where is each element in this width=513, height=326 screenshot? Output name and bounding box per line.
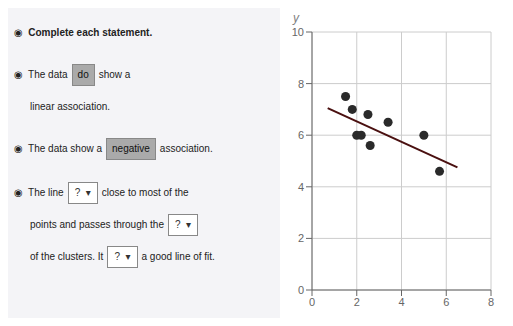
svg-text:2: 2 [354,296,360,308]
svg-text:4: 4 [298,181,304,193]
svg-text:4: 4 [398,296,404,308]
svg-text:6: 6 [443,296,449,308]
svg-text:0: 0 [309,296,315,308]
svg-text:0: 0 [298,284,304,296]
html-text:◉ The data: ◉ The data [14,69,68,80]
html-text:of the clusters. It: of the clusters. It [30,251,104,262]
svg-text:6: 6 [298,129,304,141]
html-text:show a: show a [98,69,131,80]
html-text:◉ The line: ◉ The line [14,187,64,198]
html-text:a good line of fit.: a good line of fit. [141,251,215,262]
html-text:close to most of the: close to most of the [101,187,189,198]
html-text:points and passes through the: points and passes through the [30,219,164,230]
html-text:linear association.: linear association. [30,101,110,112]
html-text:◉ The data show a: ◉ The data show a [14,143,102,154]
svg-text:2: 2 [298,232,304,244]
svg-text:y: y [292,11,300,25]
svg-text:8: 8 [298,78,304,90]
html-text:do: do [77,69,89,80]
svg-text:8: 8 [488,296,494,308]
html-text:negative: negative [112,143,150,154]
html-text:association.: association. [159,143,213,154]
html-text:◉ Complete each statement.: ◉ Complete each statement. [14,27,153,38]
svg-text:10: 10 [292,26,304,38]
